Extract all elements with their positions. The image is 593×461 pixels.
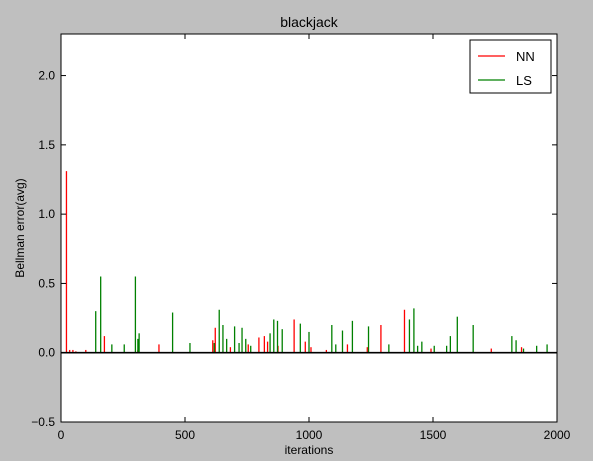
legend: NN LS — [469, 39, 552, 94]
y-tick-label: 0.5 — [38, 276, 55, 290]
axis-ticks: 0 500 1000 1500 2000 −0.5 0.0 0.5 1.0 1.5 2.0 — [31, 34, 571, 442]
y-tick-label: 0.0 — [38, 346, 55, 360]
y-tick-label: 1.0 — [38, 207, 55, 221]
chart-title: blackjack — [280, 14, 339, 30]
x-tick-label: 1000 — [296, 428, 323, 442]
x-tick-label: 1500 — [420, 428, 447, 442]
axes-background — [61, 34, 557, 422]
legend-box — [469, 39, 552, 94]
y-axis-label: Bellman error(avg) — [13, 178, 27, 277]
series-ls — [95, 276, 548, 353]
y-tick-label: −0.5 — [31, 415, 55, 429]
x-tick-label: 2000 — [544, 428, 571, 442]
y-tick-label: 1.5 — [38, 138, 55, 152]
legend-label-nn: NN — [516, 49, 535, 64]
y-tick-label: 2.0 — [38, 69, 55, 83]
legend-label-ls: LS — [516, 73, 532, 88]
x-tick-label: 500 — [175, 428, 195, 442]
x-tick-label: 0 — [58, 428, 65, 442]
axes-frame — [60, 33, 558, 423]
plot-area — [65, 171, 548, 353]
x-axis-label: iterations — [285, 443, 334, 457]
